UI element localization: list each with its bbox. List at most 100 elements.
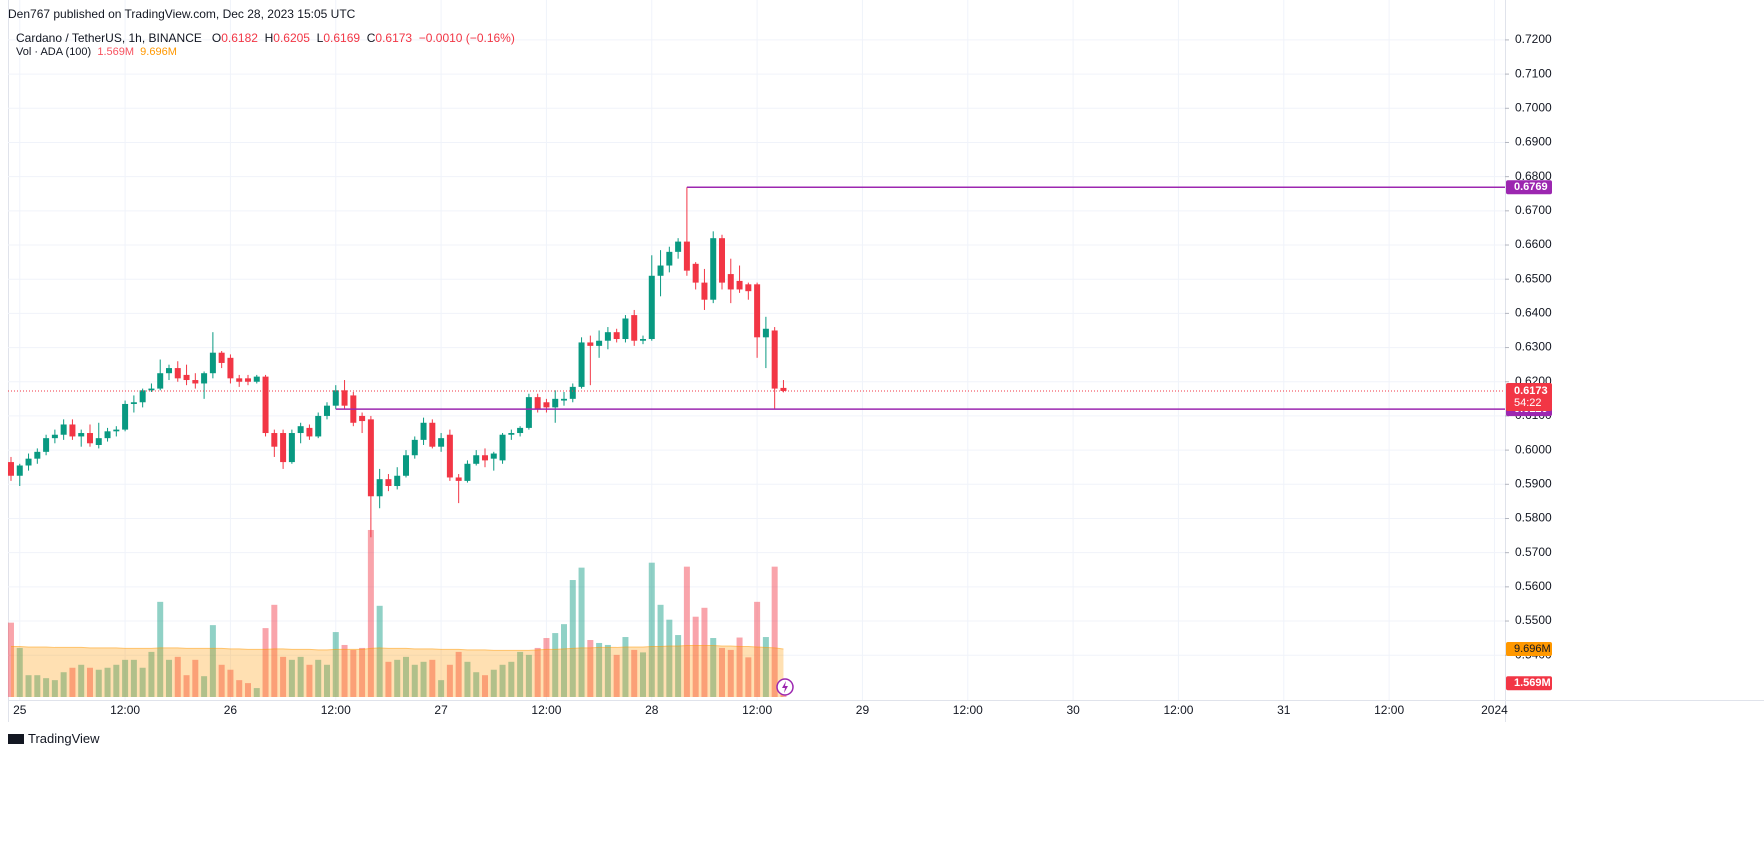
volume-bar	[736, 637, 743, 697]
candle-body	[7, 462, 14, 476]
volume-bar	[429, 659, 436, 697]
ohlc-letter: L	[316, 31, 324, 45]
volume-ma-value: 9.696M	[140, 46, 177, 58]
candle-body	[367, 419, 374, 497]
y-tick-label: 0.7100	[1515, 66, 1552, 80]
volume-bar	[657, 604, 664, 697]
candle-body	[201, 373, 208, 384]
volume-bar	[517, 651, 524, 697]
volume-bar	[218, 664, 225, 697]
volume-bar	[754, 601, 761, 697]
candle-body	[429, 422, 436, 447]
candle-body	[271, 433, 278, 447]
candle-body	[385, 479, 392, 487]
candle-body	[578, 342, 585, 387]
change: −0.0010 (−0.16%)	[418, 31, 515, 45]
close-value: 0.6173	[375, 31, 413, 45]
x-tick-label: 29	[856, 703, 870, 717]
x-tick-label: 2024	[1481, 703, 1508, 717]
candle-body	[525, 397, 532, 428]
volume-bar	[490, 669, 497, 697]
x-tick-label: 26	[224, 703, 238, 717]
candle-body	[490, 453, 497, 459]
candle-body	[666, 251, 673, 266]
volume-bar	[271, 604, 278, 697]
volume-bar	[244, 683, 251, 697]
candle-body	[446, 434, 453, 478]
volume-bar	[43, 678, 50, 697]
volume-bar	[78, 664, 85, 697]
candle-body	[604, 332, 611, 341]
plot-area	[8, 0, 1505, 722]
volume-bar	[596, 642, 603, 697]
candle-body	[587, 342, 594, 346]
y-tick-label: 0.6400	[1515, 306, 1552, 320]
volume-bar	[236, 680, 243, 697]
candle-body	[69, 424, 76, 437]
candle-body	[762, 328, 769, 338]
volume-bar	[446, 664, 453, 697]
ohlc-letter: H	[264, 31, 274, 45]
y-tick-label: 0.6900	[1515, 135, 1552, 149]
symbol: Cardano / TetherUS, 1h, BINANCE	[16, 31, 202, 45]
candle-body	[341, 390, 348, 406]
volume-bar	[560, 624, 567, 697]
volume-bar	[297, 656, 304, 697]
price-tag	[1506, 382, 1552, 411]
x-tick-label: 12:00	[953, 703, 983, 717]
candle-body	[192, 380, 199, 384]
legend-row: Cardano / TetherUS, 1h, BINANCE O0.6182 …	[16, 31, 515, 45]
candle-body	[560, 398, 567, 401]
volume-bar	[701, 607, 708, 697]
candle-body	[51, 434, 58, 439]
volume-bar	[130, 659, 137, 697]
y-tick-label: 0.6300	[1515, 340, 1552, 354]
volume-value: 1.569M	[97, 46, 135, 58]
candle-body	[552, 398, 559, 408]
volume-bar	[376, 605, 383, 697]
candle-body	[648, 275, 655, 340]
candle-body	[745, 284, 752, 292]
volume-bar	[174, 656, 181, 697]
low-value: 0.6169	[323, 31, 361, 45]
volume-bar	[113, 664, 120, 697]
candle-body	[122, 403, 129, 430]
logo-mark	[8, 734, 24, 744]
x-tick-label: 31	[1277, 703, 1291, 717]
volume-bar	[95, 669, 102, 697]
candle-body	[78, 433, 85, 437]
y-tick-label: 0.5600	[1515, 579, 1552, 593]
candle-body	[253, 376, 260, 382]
volume-bar	[394, 659, 401, 697]
candle-body	[683, 241, 690, 271]
candle-body	[34, 451, 41, 459]
candle-body	[464, 463, 471, 481]
y-tick-label: 0.5900	[1515, 476, 1552, 490]
x-tick-label: 12:00	[742, 703, 772, 717]
candle-body	[359, 415, 366, 422]
volume-tag-label: 1.569M	[1514, 677, 1551, 689]
candle-body	[622, 318, 629, 340]
open-value: 0.6182	[221, 31, 258, 45]
candle-body	[517, 427, 524, 434]
candle-body	[640, 339, 647, 341]
y-tick-label: 0.6600	[1515, 237, 1552, 251]
candle-body	[323, 405, 330, 416]
volume-bar	[341, 644, 348, 697]
candle-body	[411, 439, 418, 456]
candle-body	[297, 426, 304, 434]
volume-ma-tag-label: 9.696M	[1514, 643, 1551, 655]
volume-bar	[227, 669, 234, 697]
candle-body	[420, 422, 427, 440]
volume-bar	[762, 637, 769, 697]
candle-body	[596, 340, 603, 346]
y-tick-label: 0.7200	[1515, 32, 1552, 46]
volume-bar	[640, 652, 647, 697]
volume-bar	[499, 664, 506, 697]
volume-bar	[367, 529, 374, 697]
volume-bar	[771, 566, 778, 697]
volume-bar	[139, 667, 146, 697]
candle-body	[402, 455, 409, 476]
high-value: 0.6205	[273, 31, 310, 45]
